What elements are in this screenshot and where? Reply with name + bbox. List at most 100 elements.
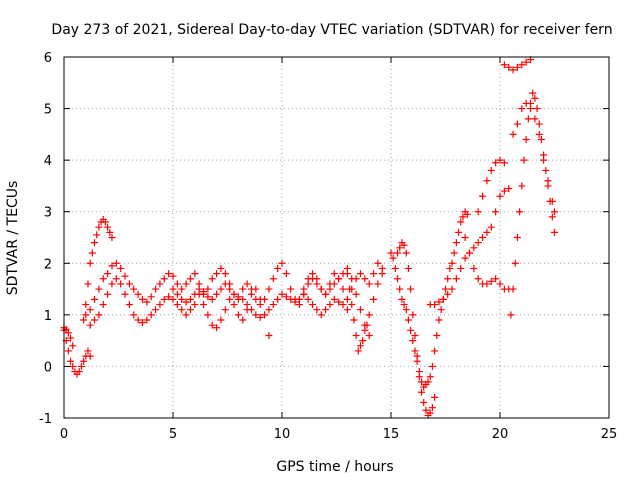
data-point [173, 280, 181, 288]
data-point [178, 306, 186, 314]
data-point [256, 295, 264, 303]
data-point [343, 270, 351, 278]
data-point [442, 285, 449, 293]
data-point [402, 249, 410, 257]
data-point [370, 295, 378, 303]
data-point [448, 259, 456, 267]
data-point [407, 285, 415, 293]
data-point [317, 311, 325, 319]
data-point [80, 316, 88, 324]
data-point [147, 311, 155, 319]
data-point [291, 298, 299, 306]
data-point [217, 264, 225, 272]
data-point [64, 347, 72, 355]
data-point [317, 285, 325, 293]
data-point [221, 270, 229, 278]
data-point [95, 311, 103, 319]
series-track-c [80, 215, 116, 324]
data-point [492, 208, 500, 216]
data-point [104, 290, 112, 298]
data-point [492, 159, 500, 167]
series-track-m [474, 156, 508, 216]
data-point [99, 275, 107, 283]
data-point [361, 275, 369, 283]
data-point [239, 285, 247, 293]
data-point [513, 234, 521, 241]
data-point [346, 285, 354, 293]
data-point [365, 280, 373, 288]
data-point [95, 223, 103, 231]
plot-frame [63, 56, 610, 419]
data-point [322, 306, 330, 314]
data-point [265, 306, 273, 314]
series-track-h [343, 270, 373, 355]
data-point [156, 301, 164, 309]
data-point [522, 136, 530, 144]
data-point [200, 288, 208, 296]
data-point [356, 270, 364, 278]
data-point [446, 264, 454, 272]
data-point [93, 231, 101, 239]
x-axis-label: GPS time / hours [276, 459, 393, 475]
data-point [474, 275, 482, 283]
data-point [182, 311, 190, 319]
data-point [82, 311, 90, 319]
data-point [433, 331, 441, 339]
y-tick-label: 5 [44, 103, 52, 118]
data-point [108, 280, 116, 288]
data-point [67, 357, 75, 365]
data-point [182, 298, 190, 306]
data-point [437, 306, 445, 314]
data-point [91, 316, 99, 324]
data-point [452, 239, 460, 247]
data-point [411, 347, 419, 355]
data-point [492, 275, 500, 283]
data-point [313, 275, 321, 283]
data-point [356, 342, 364, 350]
data-point [551, 228, 558, 236]
x-tick-label: 5 [169, 427, 177, 442]
data-point [535, 130, 543, 138]
data-point [391, 264, 399, 272]
data-point [165, 270, 173, 278]
data-point [75, 368, 83, 376]
data-point [322, 290, 330, 298]
data-point [84, 280, 92, 288]
data-point [200, 301, 208, 309]
series-track-l [461, 234, 513, 293]
data-point [134, 316, 142, 324]
data-point [256, 313, 264, 321]
data-point [125, 280, 133, 288]
data-point [335, 275, 343, 283]
data-point [361, 326, 369, 334]
data-point [160, 275, 168, 283]
data-point [91, 239, 99, 247]
data-point [507, 311, 515, 319]
data-point [156, 280, 164, 288]
data-point [243, 280, 251, 288]
grid-lines [64, 57, 609, 418]
data-point [524, 115, 532, 123]
data-point [396, 285, 404, 293]
data-point [365, 331, 373, 339]
data-point [513, 120, 521, 128]
data-point [304, 295, 312, 303]
series-track-o [509, 99, 558, 216]
data-point [359, 337, 367, 345]
data-point [479, 192, 487, 200]
x-tick-label: 10 [274, 427, 291, 442]
data-point [282, 293, 290, 301]
data-point [537, 136, 545, 144]
data-point [152, 306, 160, 314]
data-point [335, 298, 343, 306]
data-point [435, 316, 443, 324]
series-track-j [394, 208, 471, 391]
data-point [138, 295, 146, 303]
data-point [452, 275, 460, 283]
data-point [143, 298, 151, 306]
data-point [402, 306, 410, 314]
data-point [496, 192, 504, 200]
data-point [117, 280, 125, 288]
x-tick-label: 25 [601, 427, 618, 442]
series-track-n [507, 89, 558, 319]
